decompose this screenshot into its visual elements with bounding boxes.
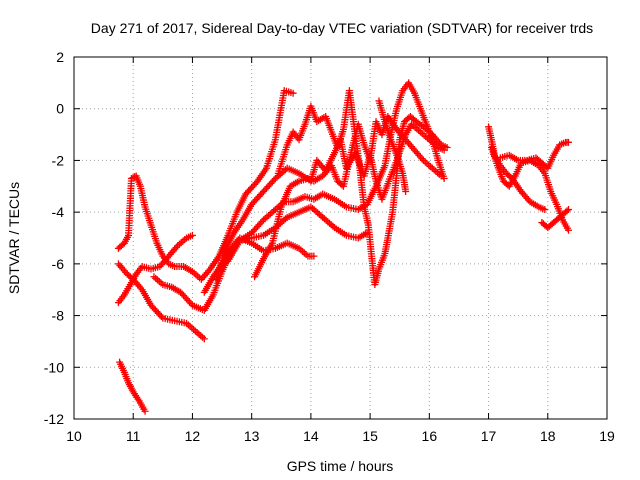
chart-title: Day 271 of 2017, Sidereal Day-to-day VTE… bbox=[91, 20, 593, 36]
series-arc-a bbox=[114, 87, 297, 283]
series-arc-h bbox=[251, 112, 445, 281]
data-point bbox=[289, 89, 297, 97]
data-point bbox=[421, 158, 429, 166]
data-point bbox=[565, 206, 573, 214]
data-point bbox=[188, 231, 196, 239]
x-tick-label: 17 bbox=[481, 428, 497, 444]
data-point bbox=[177, 239, 185, 247]
y-tick-label: -6 bbox=[52, 256, 65, 272]
series-arc-m bbox=[496, 138, 573, 172]
data-point bbox=[563, 207, 571, 215]
x-tick-label: 18 bbox=[540, 428, 556, 444]
y-ticks: -12 -10 -8 -6 -4 -2 0 2 bbox=[44, 49, 607, 427]
data-point bbox=[190, 326, 198, 334]
x-tick-label: 12 bbox=[185, 428, 201, 444]
data-point bbox=[437, 172, 445, 180]
data-point bbox=[192, 271, 200, 279]
data-point bbox=[430, 166, 438, 174]
y-tick-label: 0 bbox=[56, 101, 64, 117]
data-point bbox=[195, 330, 203, 338]
data-point bbox=[175, 240, 183, 248]
series-arc-j bbox=[375, 97, 410, 195]
data-point bbox=[270, 176, 278, 184]
y-tick-label: 2 bbox=[56, 49, 64, 65]
data-point bbox=[302, 251, 310, 259]
data-point bbox=[310, 252, 318, 260]
y-tick-label: -8 bbox=[52, 308, 65, 324]
data-point bbox=[155, 277, 163, 285]
data-point bbox=[154, 276, 162, 284]
data-point bbox=[141, 407, 149, 415]
data-point bbox=[565, 226, 573, 234]
x-tick-label: 19 bbox=[599, 428, 615, 444]
data-point bbox=[427, 163, 435, 171]
data-point bbox=[402, 187, 410, 195]
y-tick-label: -12 bbox=[44, 411, 64, 427]
data-point bbox=[194, 272, 202, 280]
x-tick-label: 16 bbox=[422, 428, 438, 444]
x-tick-label: 13 bbox=[244, 428, 260, 444]
data-point bbox=[541, 206, 549, 214]
x-tick-label: 15 bbox=[362, 428, 378, 444]
x-tick-label: 11 bbox=[126, 428, 141, 444]
data-point bbox=[300, 249, 308, 257]
data-point bbox=[197, 332, 205, 340]
x-axis-label: GPS time / hours bbox=[287, 458, 394, 474]
data-point bbox=[191, 327, 199, 335]
data-point bbox=[188, 324, 196, 332]
x-tick-label: 14 bbox=[303, 428, 319, 444]
data-point bbox=[443, 144, 451, 151]
data-point bbox=[200, 335, 208, 343]
plot-frame bbox=[73, 56, 608, 420]
data-point bbox=[157, 313, 165, 321]
data-point bbox=[428, 164, 436, 172]
data-point bbox=[565, 138, 573, 146]
data-point bbox=[150, 273, 158, 281]
x-tick-label: 10 bbox=[66, 428, 82, 444]
y-tick-label: -10 bbox=[44, 359, 64, 375]
data-point bbox=[425, 161, 433, 169]
y-tick-label: -2 bbox=[52, 152, 65, 168]
series-arc-low bbox=[116, 358, 149, 415]
data-point bbox=[179, 237, 187, 245]
series-arc-i bbox=[274, 87, 451, 289]
series-arc-b bbox=[114, 231, 196, 307]
series-arc-c bbox=[114, 260, 208, 343]
data-point bbox=[186, 322, 194, 330]
data-point bbox=[299, 247, 307, 255]
x-ticks: 10 11 12 13 14 15 16 17 18 19 bbox=[66, 57, 615, 444]
data-point bbox=[152, 274, 160, 282]
data-point bbox=[193, 329, 201, 337]
data-points bbox=[114, 79, 573, 415]
data-point bbox=[258, 218, 266, 226]
data-point bbox=[199, 333, 207, 341]
y-axis-label: SDTVAR / TECUs bbox=[6, 182, 22, 294]
series-arc-n bbox=[538, 206, 573, 232]
y-tick-label: -4 bbox=[52, 204, 65, 220]
